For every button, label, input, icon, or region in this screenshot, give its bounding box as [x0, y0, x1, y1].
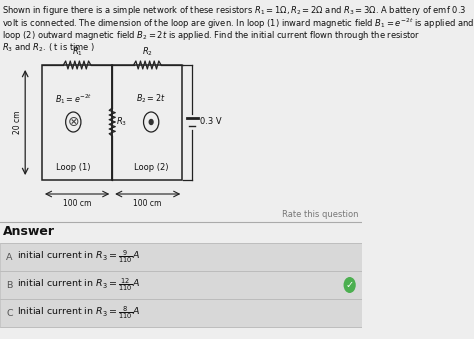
Circle shape [344, 277, 356, 293]
Text: loop (2) outward magnetic field $B_2=2t$ is applied. Find the initial current fl: loop (2) outward magnetic field $B_2=2t$… [2, 29, 420, 42]
Bar [112, 65, 182, 180]
Text: B: B [6, 280, 12, 290]
Text: Loop (2): Loop (2) [134, 163, 168, 173]
Text: initial current in $R_3 = \frac{9}{110}A$: initial current in $R_3 = \frac{9}{110}A… [17, 248, 140, 265]
Text: $\otimes$: $\otimes$ [67, 115, 80, 129]
Text: initial current in $R_3 = \frac{12}{110}A$: initial current in $R_3 = \frac{12}{110}… [17, 277, 140, 294]
Text: volt is connected. The dimension of the loop are given. In loop (1) inward magne: volt is connected. The dimension of the … [2, 17, 474, 31]
Bar [0, 299, 362, 327]
Text: 100 cm: 100 cm [63, 199, 91, 208]
Text: Shown in figure there is a simple network of these resistors $R_1=1\Omega, R_2=2: Shown in figure there is a simple networ… [2, 4, 467, 17]
Text: Rate this question: Rate this question [283, 210, 359, 219]
Text: ✓: ✓ [346, 280, 354, 290]
Text: $R_2$: $R_2$ [142, 45, 153, 58]
Text: Initial current in $R_3 = \frac{8}{110}A$: Initial current in $R_3 = \frac{8}{110}A… [17, 304, 140, 321]
Bar [42, 65, 112, 180]
Text: C: C [6, 308, 13, 318]
Text: $R_1$: $R_1$ [72, 45, 82, 58]
Text: 0.3 V: 0.3 V [200, 118, 222, 126]
Bar [0, 271, 362, 299]
Bar [0, 243, 362, 271]
Circle shape [149, 120, 153, 124]
Text: 100 cm: 100 cm [133, 199, 162, 208]
Text: $B_2=2t$: $B_2=2t$ [137, 93, 166, 105]
Text: $B_1=e^{-2t}$: $B_1=e^{-2t}$ [55, 92, 92, 106]
Text: A: A [6, 253, 13, 261]
Text: 20 cm: 20 cm [13, 110, 22, 134]
Text: Answer: Answer [3, 225, 55, 238]
Text: $R_3$: $R_3$ [116, 116, 127, 128]
Text: Loop (1): Loop (1) [56, 163, 91, 173]
Text: $R_3$ and $R_2$. ( t is time ): $R_3$ and $R_2$. ( t is time ) [2, 41, 96, 54]
